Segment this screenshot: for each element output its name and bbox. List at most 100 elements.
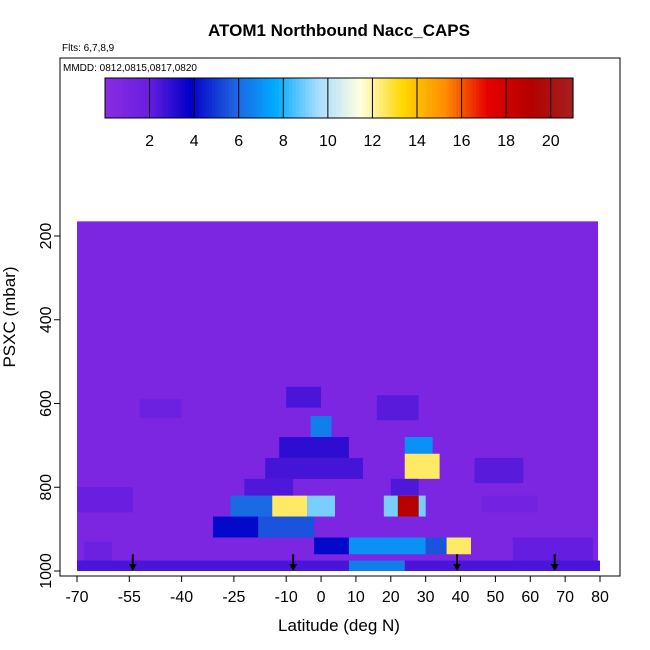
colorbar-swatch — [165, 78, 170, 118]
colorbar-swatch — [506, 78, 511, 118]
colorbar-swatch — [442, 78, 447, 118]
colorbar-swatch — [469, 78, 474, 118]
colorbar-swatch — [499, 78, 504, 118]
colorbar-swatch — [425, 78, 430, 118]
colorbar-tick-label: 18 — [497, 133, 515, 150]
colorbar-swatch — [539, 78, 544, 118]
colorbar-swatch — [402, 78, 407, 118]
colorbar-swatch — [295, 78, 300, 118]
flight-marker-arrow — [128, 554, 137, 571]
colorbar-swatch — [339, 78, 343, 118]
colorbar-swatch — [362, 78, 367, 118]
colorbar-swatch — [181, 78, 186, 118]
colorbar-swatch — [536, 78, 541, 118]
heatmap-cell — [258, 516, 315, 538]
colorbar-swatch — [335, 78, 340, 118]
colorbar-swatch — [345, 78, 350, 118]
colorbar-swatch — [355, 78, 360, 118]
colorbar-swatch — [405, 78, 410, 118]
colorbar-swatch — [312, 78, 317, 118]
y-tick-label: 800 — [38, 474, 55, 501]
colorbar-swatch — [542, 78, 547, 118]
heatmap-cell — [244, 478, 294, 496]
colorbar-swatch — [135, 78, 140, 118]
colorbar-swatch — [131, 78, 136, 118]
colorbar-swatch — [566, 78, 571, 118]
flight-marker-arrow — [550, 554, 559, 571]
x-tick-label: 50 — [487, 589, 505, 606]
colorbar-swatch — [225, 78, 230, 118]
x-tick-label: -40 — [170, 589, 193, 606]
colorbar-swatch — [562, 78, 567, 118]
colorbar-swatch — [435, 78, 440, 118]
x-tick-label: 70 — [556, 589, 574, 606]
y-tick-label: 400 — [38, 306, 55, 333]
colorbar-swatch — [322, 78, 327, 118]
colorbar-swatch — [509, 78, 514, 118]
colorbar-swatch — [175, 78, 180, 118]
colorbar-tick-label: 14 — [408, 133, 426, 150]
colorbar-swatch — [208, 78, 213, 118]
colorbar-swatch — [278, 78, 283, 118]
colorbar-swatch — [342, 78, 347, 118]
colorbar-swatch — [419, 78, 424, 118]
heatmap-cell — [376, 395, 419, 421]
colorbar-swatch — [198, 78, 203, 118]
colorbar-swatch — [155, 78, 160, 118]
heatmap-cell — [265, 457, 363, 479]
heatmap-cell — [425, 537, 447, 555]
colorbar-swatch — [462, 78, 467, 118]
flight-marker-arrow — [453, 554, 462, 571]
heatmap-cell — [310, 416, 332, 437]
x-tick-label: -55 — [118, 589, 141, 606]
flight-marker-arrow — [289, 554, 298, 571]
colorbar-swatch — [115, 78, 119, 118]
colorbar-swatch — [385, 78, 390, 118]
heatmap-background — [77, 221, 598, 571]
colorbar-swatch — [415, 78, 420, 118]
colorbar-swatch — [315, 78, 320, 118]
colorbar-swatch — [422, 78, 427, 118]
colorbar-swatch — [215, 78, 220, 118]
heatmap-cell — [286, 386, 322, 408]
colorbar-swatch — [526, 78, 531, 118]
colorbar-swatch — [195, 78, 200, 118]
colorbar-swatch — [445, 78, 450, 118]
x-tick-label: 80 — [591, 589, 609, 606]
colorbar-swatch — [128, 78, 133, 118]
x-tick-label: -70 — [65, 589, 88, 606]
heatmap-cell — [474, 457, 524, 484]
plot-frame — [59, 57, 621, 577]
colorbar-swatch — [466, 78, 470, 118]
colorbar-swatch — [252, 78, 257, 118]
colorbar-swatch — [188, 78, 193, 118]
heatmap-cell — [77, 487, 133, 513]
colorbar-swatch — [265, 78, 270, 118]
colorbar-swatch — [138, 78, 143, 118]
heatmap-cell — [446, 537, 471, 555]
colorbar-swatch — [439, 78, 444, 118]
colorbar-swatch — [228, 78, 233, 118]
colorbar-swatch — [328, 78, 333, 118]
colorbar-swatch — [472, 78, 477, 118]
colorbar-swatch — [305, 78, 310, 118]
heatmap-cell — [348, 537, 426, 555]
colorbar-swatch — [512, 78, 517, 118]
y-axis: 200 400 600 800 1000 — [38, 223, 60, 589]
y-tick-label: 200 — [38, 223, 55, 250]
colorbar-swatch — [222, 78, 226, 118]
colorbar-swatch — [205, 78, 210, 118]
x-tick-label: -10 — [275, 589, 298, 606]
colorbar-swatch — [121, 78, 126, 118]
colorbar-swatch — [552, 78, 557, 118]
colorbar-swatch — [232, 78, 236, 118]
heatmap-cell — [77, 560, 600, 571]
colorbar-swatch — [238, 78, 243, 118]
heatmap-cell — [512, 537, 594, 561]
colorbar-swatch — [292, 78, 297, 118]
colorbar-swatch — [255, 78, 260, 118]
x-axis-label: Latitude (deg N) — [278, 616, 400, 635]
heatmap-cell — [272, 495, 308, 517]
colorbar-swatch — [285, 78, 290, 118]
colorbar-swatch — [141, 78, 146, 118]
